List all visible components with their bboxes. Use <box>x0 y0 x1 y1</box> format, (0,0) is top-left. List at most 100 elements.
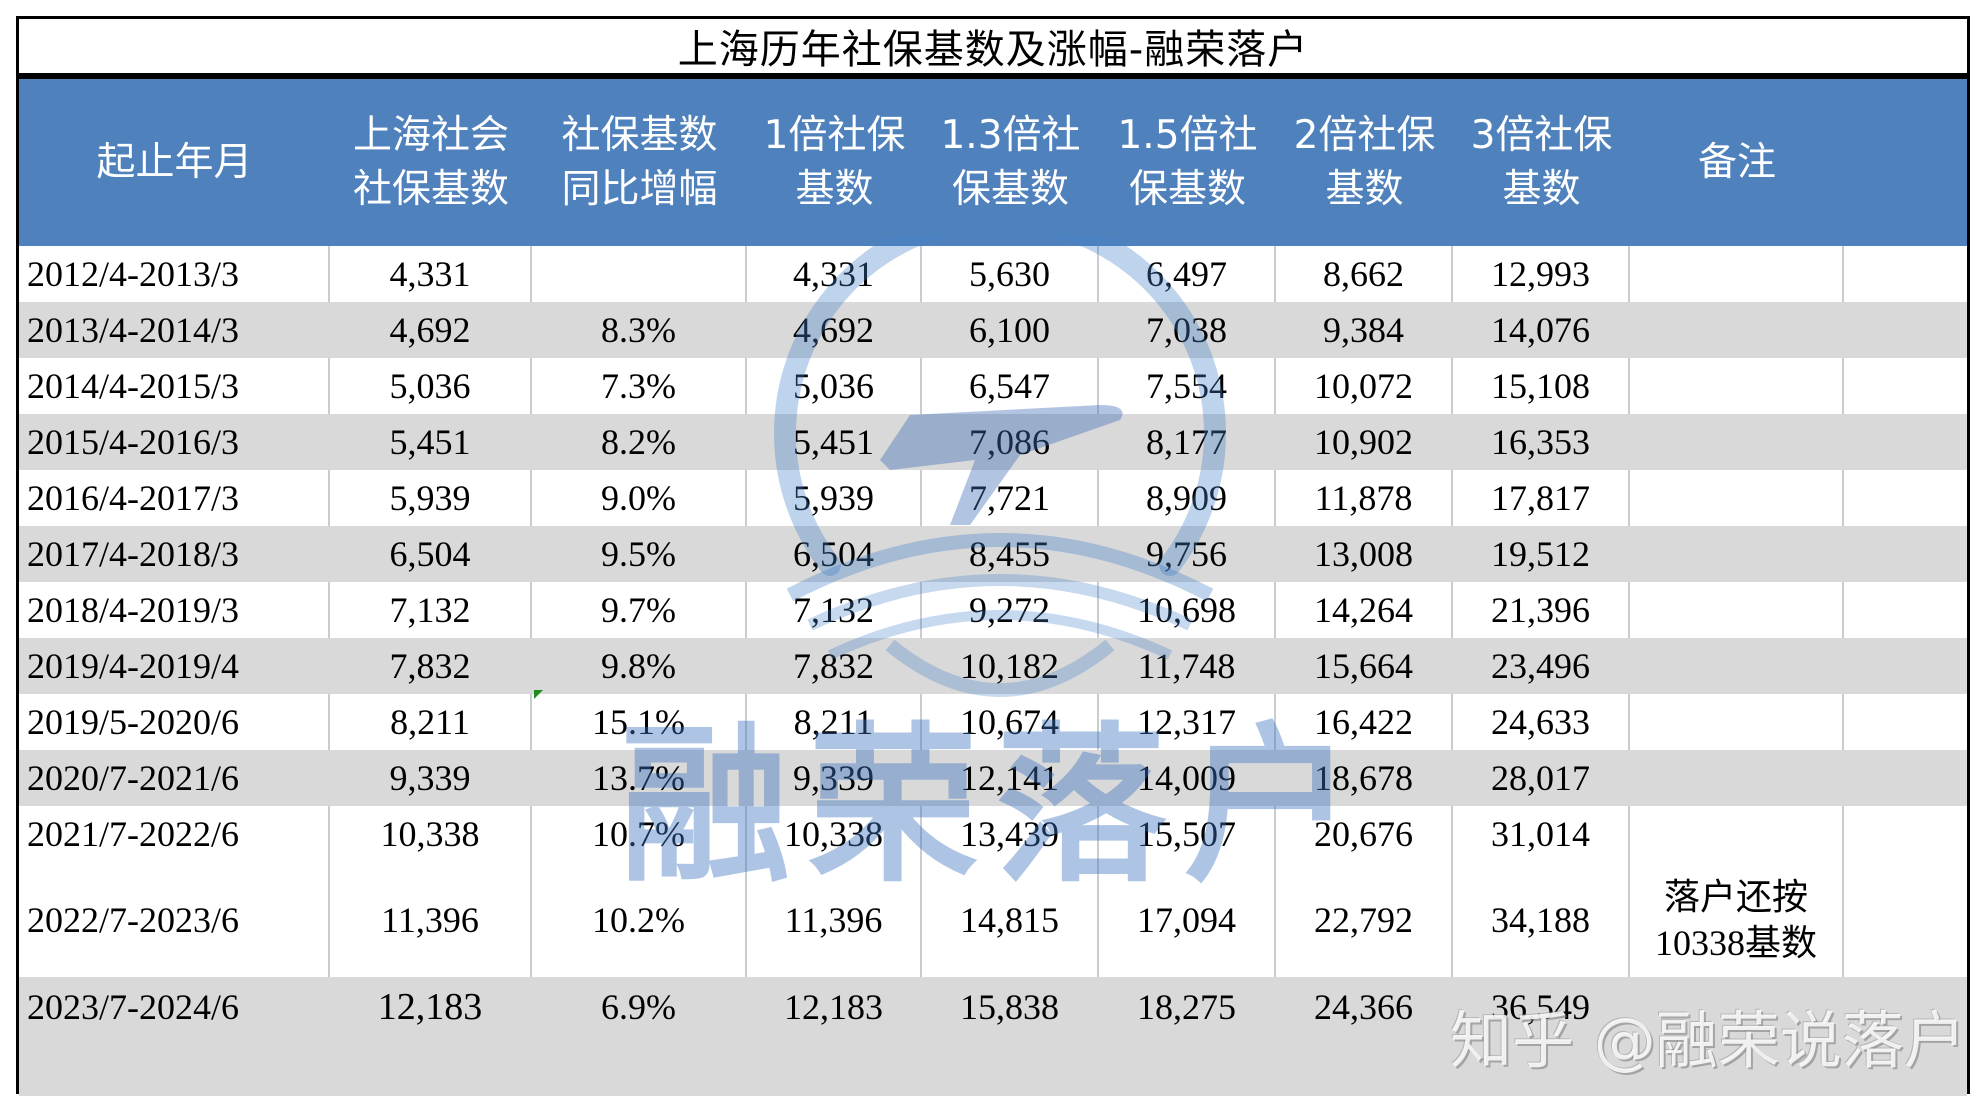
x1-cell[interactable]: 12,183 <box>747 977 922 1037</box>
empty-cell[interactable] <box>1844 414 1967 470</box>
growth-cell[interactable]: 8.3% <box>532 302 747 358</box>
x2-cell[interactable]: 10,072 <box>1276 358 1453 414</box>
x2-cell[interactable]: 14,264 <box>1276 582 1453 638</box>
x1-5-cell[interactable]: 14,009 <box>1099 750 1276 806</box>
empty-cell[interactable] <box>1844 358 1967 414</box>
x2-cell[interactable]: 13,008 <box>1276 526 1453 582</box>
x1-cell[interactable]: 5,451 <box>747 414 922 470</box>
base-cell[interactable]: 12,183 <box>330 977 532 1037</box>
x2-cell[interactable]: 10,902 <box>1276 414 1453 470</box>
period-cell[interactable]: 2019/5-2020/6 <box>19 694 330 750</box>
x1-3-cell[interactable]: 10,182 <box>922 638 1099 694</box>
x1-5-cell[interactable]: 9,756 <box>1099 526 1276 582</box>
x1-5-cell[interactable]: 8,909 <box>1099 470 1276 526</box>
empty-cell[interactable] <box>1844 977 1967 1037</box>
period-cell[interactable]: 2020/7-2021/6 <box>19 750 330 806</box>
x1-5-cell[interactable]: 15,507 <box>1099 806 1276 862</box>
x2-cell[interactable] <box>1276 1037 1453 1096</box>
x1-3-cell[interactable]: 12,141 <box>922 750 1099 806</box>
period-cell[interactable]: 2017/4-2018/3 <box>19 526 330 582</box>
remark-cell[interactable] <box>1630 750 1844 806</box>
growth-cell[interactable]: 9.7% <box>532 582 747 638</box>
x1-cell[interactable]: 6,504 <box>747 526 922 582</box>
base-cell[interactable]: 7,132 <box>330 582 532 638</box>
empty-cell[interactable] <box>1844 302 1967 358</box>
x1-3-cell[interactable]: 10,674 <box>922 694 1099 750</box>
remark-cell[interactable] <box>1630 526 1844 582</box>
growth-cell[interactable]: 10.7% <box>532 806 747 862</box>
x2-cell[interactable]: 11,878 <box>1276 470 1453 526</box>
x1-cell[interactable]: 4,692 <box>747 302 922 358</box>
x3-cell[interactable]: 28,017 <box>1453 750 1630 806</box>
x1-3-cell[interactable]: 7,721 <box>922 470 1099 526</box>
x1-5-cell[interactable]: 12,317 <box>1099 694 1276 750</box>
x3-cell[interactable]: 16,353 <box>1453 414 1630 470</box>
remark-cell[interactable] <box>1630 470 1844 526</box>
growth-cell[interactable]: 13.7% <box>532 750 747 806</box>
period-cell[interactable]: 2023/7-2024/6 <box>19 977 330 1037</box>
period-cell[interactable]: 2015/4-2016/3 <box>19 414 330 470</box>
x1-5-cell[interactable]: 11,748 <box>1099 638 1276 694</box>
x1-cell[interactable]: 5,036 <box>747 358 922 414</box>
remark-cell[interactable] <box>1630 694 1844 750</box>
growth-cell[interactable] <box>532 246 747 302</box>
base-cell[interactable] <box>330 1037 532 1096</box>
period-cell[interactable]: 2021/7-2022/6 <box>19 806 330 862</box>
x1-3-cell[interactable]: 15,838 <box>922 977 1099 1037</box>
empty-cell[interactable] <box>1844 862 1967 977</box>
empty-cell[interactable] <box>1844 470 1967 526</box>
x2-cell[interactable]: 9,384 <box>1276 302 1453 358</box>
x1-5-cell[interactable]: 18,275 <box>1099 977 1276 1037</box>
x1-cell[interactable] <box>747 1037 922 1096</box>
base-cell[interactable]: 10,338 <box>330 806 532 862</box>
x1-cell[interactable]: 7,132 <box>747 582 922 638</box>
period-cell[interactable]: 2022/7-2023/6 <box>19 862 330 977</box>
x3-cell[interactable]: 31,014 <box>1453 806 1630 862</box>
x1-cell[interactable]: 5,939 <box>747 470 922 526</box>
x1-cell[interactable]: 4,331 <box>747 246 922 302</box>
empty-cell[interactable] <box>1844 694 1967 750</box>
empty-cell[interactable] <box>1844 582 1967 638</box>
base-cell[interactable]: 5,451 <box>330 414 532 470</box>
x3-cell[interactable]: 24,633 <box>1453 694 1630 750</box>
x2-cell[interactable]: 18,678 <box>1276 750 1453 806</box>
base-cell[interactable]: 4,692 <box>330 302 532 358</box>
growth-cell[interactable]: 7.3% <box>532 358 747 414</box>
remark-cell[interactable] <box>1630 582 1844 638</box>
x3-cell[interactable]: 12,993 <box>1453 246 1630 302</box>
x3-cell[interactable]: 14,076 <box>1453 302 1630 358</box>
x1-3-cell[interactable]: 5,630 <box>922 246 1099 302</box>
x2-cell[interactable]: 8,662 <box>1276 246 1453 302</box>
x2-cell[interactable]: 15,664 <box>1276 638 1453 694</box>
x3-cell[interactable]: 23,496 <box>1453 638 1630 694</box>
base-cell[interactable]: 5,939 <box>330 470 532 526</box>
x1-3-cell[interactable]: 6,100 <box>922 302 1099 358</box>
remark-cell[interactable] <box>1630 246 1844 302</box>
period-cell[interactable]: 2018/4-2019/3 <box>19 582 330 638</box>
x1-3-cell[interactable] <box>922 1037 1099 1096</box>
remark-cell[interactable]: 落户还按 10338基数 <box>1630 862 1844 977</box>
base-cell[interactable]: 8,211 <box>330 694 532 750</box>
empty-cell[interactable] <box>1844 246 1967 302</box>
period-cell[interactable]: 2019/4-2019/4 <box>19 638 330 694</box>
x1-5-cell[interactable]: 17,094 <box>1099 862 1276 977</box>
x2-cell[interactable]: 20,676 <box>1276 806 1453 862</box>
empty-cell[interactable] <box>1844 806 1967 862</box>
base-cell[interactable]: 11,396 <box>330 862 532 977</box>
x1-5-cell[interactable]: 8,177 <box>1099 414 1276 470</box>
x3-cell[interactable]: 36,549 <box>1453 977 1630 1037</box>
x3-cell[interactable]: 19,512 <box>1453 526 1630 582</box>
x2-cell[interactable]: 24,366 <box>1276 977 1453 1037</box>
base-cell[interactable]: 7,832 <box>330 638 532 694</box>
x2-cell[interactable]: 16,422 <box>1276 694 1453 750</box>
x2-cell[interactable]: 22,792 <box>1276 862 1453 977</box>
remark-cell[interactable] <box>1630 358 1844 414</box>
remark-cell[interactable] <box>1630 414 1844 470</box>
x1-3-cell[interactable]: 14,815 <box>922 862 1099 977</box>
x1-3-cell[interactable]: 13,439 <box>922 806 1099 862</box>
x3-cell[interactable] <box>1453 1037 1630 1096</box>
x1-cell[interactable]: 11,396 <box>747 862 922 977</box>
growth-cell[interactable]: 15.1% <box>532 694 747 750</box>
empty-cell[interactable] <box>1844 526 1967 582</box>
base-cell[interactable]: 5,036 <box>330 358 532 414</box>
